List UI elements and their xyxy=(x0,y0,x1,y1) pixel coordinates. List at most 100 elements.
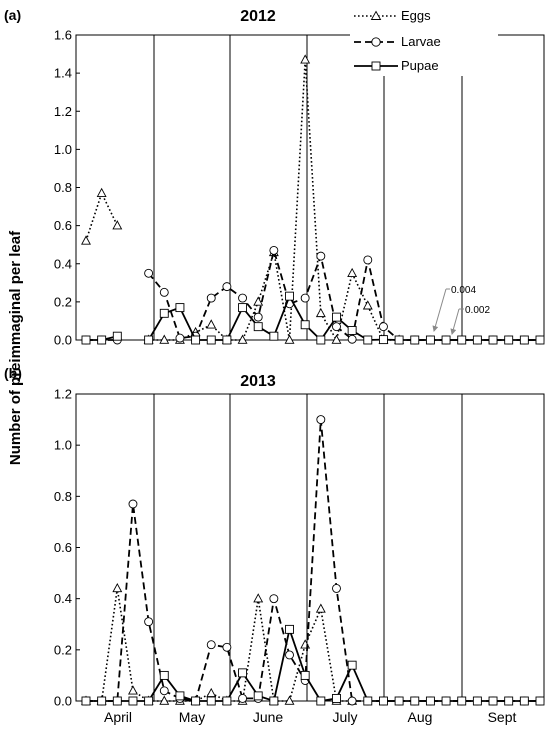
legend-eggs-marker xyxy=(370,10,382,20)
eggs-data-point xyxy=(81,235,91,245)
y-tick-label: 0.2 xyxy=(54,642,72,657)
pupae-data-point xyxy=(378,696,388,706)
pupae-data-point xyxy=(347,326,357,335)
pupae-data-point xyxy=(394,335,404,345)
chart-title-b: 2013 xyxy=(240,373,276,390)
eggs-data-point xyxy=(206,687,217,698)
pupae-data-point xyxy=(394,696,404,706)
legend-larvae-marker xyxy=(371,37,381,47)
larvae-data-point xyxy=(363,255,373,265)
annotation-0002: 0.002 xyxy=(465,305,490,316)
pupae-data-point xyxy=(410,696,420,706)
eggs-data-point xyxy=(315,603,326,613)
pupae-data-point xyxy=(222,696,232,706)
x-month-label-april: April xyxy=(104,709,132,725)
eggs-data-point xyxy=(253,296,264,306)
larvae-data-point xyxy=(159,287,169,297)
annotation-arrow-0002 xyxy=(450,308,460,335)
y-tick-label: 1.0 xyxy=(54,142,72,157)
pupae-data-point xyxy=(535,335,545,345)
pupae-data-point xyxy=(285,624,294,634)
plot-frame-b xyxy=(75,393,545,702)
pupae-data-point xyxy=(472,696,482,706)
eggs-data-point xyxy=(331,334,342,344)
pupae-data-point xyxy=(175,691,185,701)
y-tick-label: 0.4 xyxy=(54,256,72,271)
pupae-data-point xyxy=(332,312,341,322)
pupae-data-point xyxy=(457,335,467,345)
pupae-data-point xyxy=(112,331,122,341)
pupae-data-point xyxy=(206,335,216,345)
pupae-data-point xyxy=(81,696,91,706)
larvae-data-point xyxy=(222,282,232,292)
pupae-data-point xyxy=(316,696,326,706)
pupae-data-point xyxy=(504,335,514,345)
larvae-data-point xyxy=(285,650,294,660)
larvae-data-point xyxy=(332,322,341,332)
pupae-data-point xyxy=(488,335,498,345)
larvae-data-point xyxy=(316,251,326,261)
y-tick-label: 1.2 xyxy=(54,104,72,119)
x-month-label-sept: Sept xyxy=(488,709,517,725)
pupae-data-point xyxy=(253,322,263,332)
legend-pupae-marker xyxy=(371,61,381,71)
pupae-data-point xyxy=(144,696,154,706)
larvae-data-point xyxy=(159,686,169,696)
pupae-data-point xyxy=(488,696,498,706)
pupae-data-point xyxy=(159,670,169,680)
eggs-data-point xyxy=(112,220,123,230)
eggs-data-point xyxy=(315,307,326,318)
pupae-data-point xyxy=(300,320,310,330)
pupae-data-point xyxy=(253,691,263,701)
larvae-data-point xyxy=(269,245,279,255)
x-month-label-june: June xyxy=(253,709,284,725)
pupae-data-point xyxy=(175,303,185,313)
pupae-data-point xyxy=(191,696,201,706)
legend-eggs-label: Eggs xyxy=(401,8,431,23)
pupae-data-point xyxy=(347,660,357,670)
larvae-data-point xyxy=(238,293,248,303)
pupae-data-point xyxy=(300,670,310,680)
pupae-data-point xyxy=(332,693,341,703)
eggs-series-line xyxy=(148,59,400,343)
pupae-data-point xyxy=(425,696,435,706)
y-tick-label: 1.2 xyxy=(54,387,72,402)
x-month-label-july: July xyxy=(333,709,358,725)
larvae-data-point xyxy=(128,499,138,509)
y-axis-label: Number of preimmaginal per leaf xyxy=(7,230,24,465)
eggs-series-line xyxy=(85,191,119,242)
pupae-data-point xyxy=(269,696,279,706)
pupae-data-point xyxy=(238,303,248,313)
annotation-arrow-0004 xyxy=(432,288,447,332)
eggs-data-point xyxy=(112,582,123,593)
larvae-data-point xyxy=(332,583,341,593)
pupae-data-point xyxy=(457,696,467,706)
larvae-data-point xyxy=(144,268,154,278)
larvae-data-point xyxy=(316,415,326,425)
larvae-data-point xyxy=(238,693,248,703)
pupae-data-point xyxy=(285,291,294,301)
larvae-series-line xyxy=(147,246,540,341)
annotation-group: 0.004 0.002 xyxy=(432,285,490,335)
pupae-data-point xyxy=(363,696,373,706)
y-tick-label: 0.8 xyxy=(54,489,72,504)
eggs-data-point xyxy=(96,187,107,197)
eggs-data-point xyxy=(300,54,311,64)
pupae-series-line xyxy=(147,294,540,342)
pupae-data-point xyxy=(410,335,420,345)
eggs-data-point xyxy=(362,300,373,310)
pupae-data-point xyxy=(97,696,107,706)
pupae-data-point xyxy=(222,335,232,345)
pupae-data-point xyxy=(535,696,545,706)
pupae-data-point xyxy=(519,335,529,345)
x-month-label-may: May xyxy=(179,709,205,725)
x-month-label-aug: Aug xyxy=(408,709,433,725)
legend-larvae-label: Larvae xyxy=(401,34,441,49)
pupae-data-point xyxy=(81,335,91,345)
eggs-data-point xyxy=(347,267,358,278)
pupae-data-point xyxy=(378,335,388,345)
y-tick-label: 1.6 xyxy=(54,28,72,43)
y-tick-label: 0.0 xyxy=(54,333,72,348)
pupae-data-point xyxy=(97,335,107,345)
